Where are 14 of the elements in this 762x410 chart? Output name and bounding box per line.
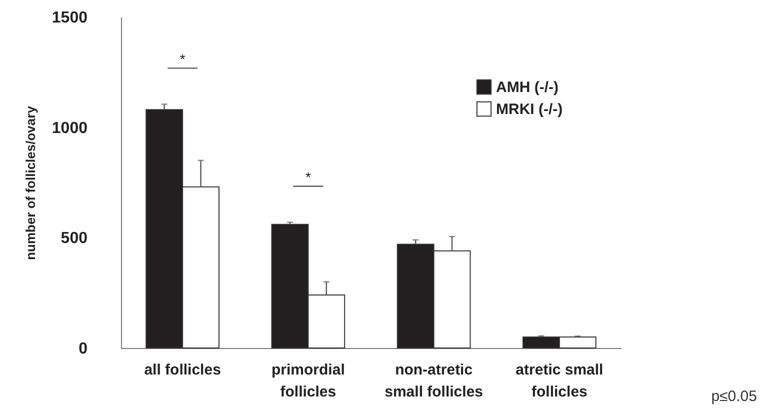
y-axis-title: number of follicles/ovary (22, 105, 38, 260)
legend-label: AMH (-/-) (496, 79, 558, 96)
x-tick-label: non-atretic small follicles (384, 362, 484, 400)
text: p≤0.05 (711, 388, 757, 405)
x-tick-label: primordial follicles (272, 362, 345, 400)
x-tick-label: all follicles (144, 362, 221, 378)
annotation: * (305, 169, 312, 186)
annotation: * (180, 51, 186, 68)
x-tick-label: atretic small follicles (516, 362, 604, 400)
y-tick-label: 0 (78, 340, 88, 358)
y-tick-label: 1500 (52, 10, 88, 26)
y-tick-label: 1000 (52, 120, 88, 137)
legend-label: MRKI (-/-) (496, 101, 563, 118)
y-tick-label: 500 (60, 230, 88, 248)
